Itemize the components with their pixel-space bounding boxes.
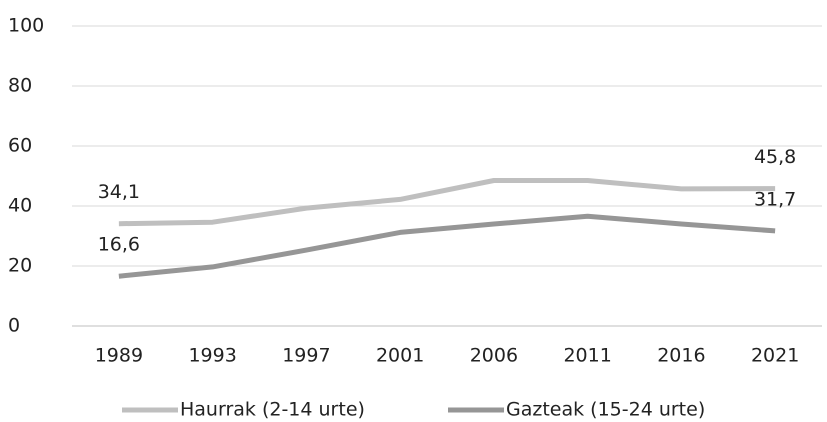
x-tick-label: 2016 [657, 345, 705, 367]
x-tick-label: 2006 [470, 345, 518, 367]
x-tick-label: 1993 [188, 345, 236, 367]
y-tick-label: 40 [8, 195, 32, 217]
x-tick-label: 1997 [282, 345, 330, 367]
legend-label: Gazteak (15-24 urte) [506, 399, 705, 421]
data-label: 34,1 [98, 181, 140, 203]
data-label: 16,6 [98, 234, 140, 256]
x-tick-label: 2021 [751, 345, 799, 367]
line-series [118, 213, 776, 279]
x-tick-label: 2011 [563, 345, 611, 367]
y-tick-label: 80 [8, 75, 32, 97]
line-series [118, 178, 776, 227]
y-tick-label: 100 [8, 15, 44, 37]
x-tick-label: 1989 [95, 345, 143, 367]
legend-label: Haurrak (2-14 urte) [180, 399, 365, 421]
y-tick-label: 20 [8, 255, 32, 277]
data-label: 31,7 [754, 188, 796, 210]
y-tick-label: 60 [8, 135, 32, 157]
y-tick-label: 0 [8, 315, 20, 337]
data-label: 45,8 [754, 146, 796, 168]
x-tick-label: 2001 [376, 345, 424, 367]
